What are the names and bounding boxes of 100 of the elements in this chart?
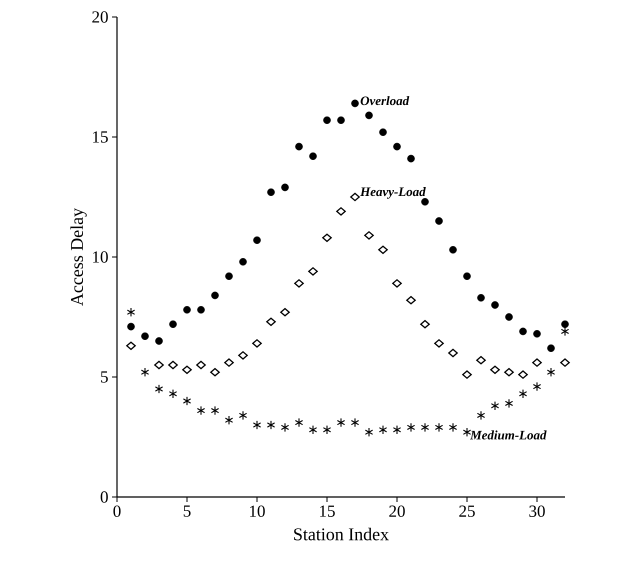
point — [322, 234, 332, 242]
point — [448, 422, 458, 432]
point — [351, 100, 359, 108]
point — [448, 348, 458, 358]
point — [365, 112, 373, 120]
point — [421, 198, 429, 206]
point — [463, 272, 471, 280]
point — [490, 401, 500, 411]
point — [518, 370, 528, 379]
y-tick-label: 5 — [101, 371, 108, 383]
y-tick-label: 0 — [100, 491, 108, 503]
point — [238, 351, 248, 360]
point — [378, 425, 388, 435]
point — [252, 420, 262, 430]
point — [182, 396, 192, 406]
point — [532, 358, 542, 367]
y-tick-label: 10 — [93, 251, 108, 263]
point — [126, 342, 136, 350]
point — [183, 306, 191, 314]
x-tick-label: 0 — [113, 506, 121, 517]
point — [337, 116, 345, 124]
x-tick-label: 15 — [320, 505, 335, 517]
point — [378, 246, 388, 254]
point — [350, 418, 360, 428]
point — [406, 296, 416, 304]
point — [323, 116, 331, 124]
point — [336, 207, 346, 216]
point — [140, 367, 150, 377]
series-label: Medium-Load — [470, 430, 547, 440]
point — [518, 389, 528, 399]
point — [196, 360, 206, 370]
point — [336, 418, 346, 428]
point — [169, 320, 177, 328]
point — [322, 425, 332, 435]
point — [379, 128, 387, 136]
point — [308, 267, 318, 276]
x-tick-label: 5 — [184, 506, 191, 517]
x-tick-label: 20 — [389, 506, 405, 517]
point — [477, 294, 485, 302]
x-axis-title: Station Index — [294, 528, 389, 540]
point — [519, 328, 527, 336]
point — [196, 406, 206, 416]
point — [266, 318, 276, 326]
point — [126, 307, 136, 317]
point — [407, 154, 415, 162]
point — [364, 427, 374, 437]
point — [210, 406, 220, 416]
point — [420, 320, 430, 328]
y-tick-label: 20 — [92, 11, 108, 23]
point — [281, 184, 289, 192]
x-tick-label: 30 — [529, 506, 545, 517]
point — [210, 368, 220, 376]
point — [127, 322, 135, 330]
point — [253, 236, 261, 244]
point — [155, 337, 163, 345]
point — [392, 425, 402, 435]
point — [252, 339, 262, 348]
point — [350, 192, 360, 202]
point — [154, 384, 164, 394]
point — [449, 246, 457, 254]
point — [476, 356, 486, 364]
point — [560, 358, 570, 367]
point — [224, 415, 234, 425]
point — [238, 410, 248, 420]
point — [434, 339, 444, 348]
point — [141, 332, 149, 340]
point — [239, 258, 247, 266]
point — [505, 313, 513, 321]
series-label: Overload — [360, 96, 410, 106]
point — [309, 152, 317, 160]
point — [491, 301, 499, 309]
point — [546, 367, 556, 377]
point — [224, 358, 234, 367]
point — [197, 306, 205, 314]
point — [225, 272, 233, 280]
point — [420, 422, 430, 432]
y-axis-title: Access Delay — [70, 208, 87, 306]
point — [308, 425, 318, 435]
point — [476, 410, 486, 420]
point — [462, 370, 472, 379]
point — [182, 366, 192, 374]
point — [547, 344, 555, 352]
point — [211, 292, 219, 300]
point — [504, 398, 514, 408]
point — [560, 326, 570, 336]
point — [435, 217, 443, 225]
point — [392, 279, 402, 288]
point — [168, 360, 178, 370]
point — [280, 308, 290, 316]
point — [532, 382, 542, 392]
point — [294, 279, 304, 288]
point — [490, 366, 500, 374]
x-tick-label: 25 — [459, 505, 475, 517]
point — [504, 368, 514, 376]
x-tick-label: 10 — [250, 506, 265, 517]
point — [561, 320, 569, 328]
point — [154, 360, 164, 370]
point — [406, 422, 416, 432]
point — [294, 418, 304, 428]
point — [533, 330, 541, 338]
